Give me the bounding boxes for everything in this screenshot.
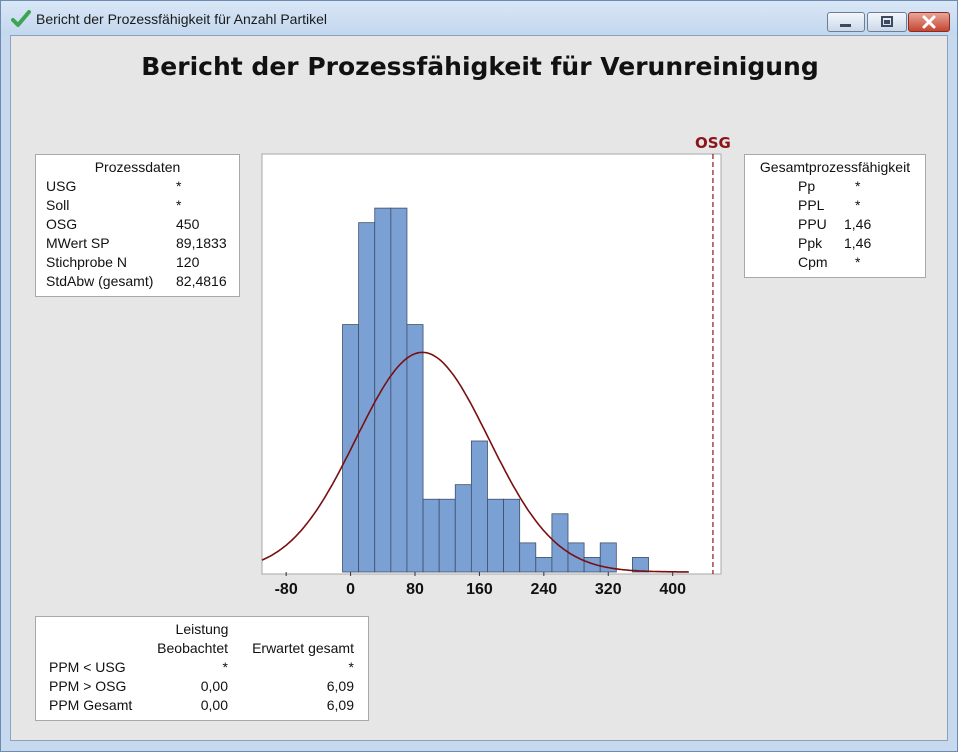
window-title: Bericht der Prozessfähigkeit für Anzahl … [36,11,328,27]
restore-icon [881,16,893,27]
x-tick-label: 400 [659,581,686,598]
close-button[interactable] [908,12,950,32]
capability-label-pp: Pp [798,178,816,194]
capability-value-pp: * [855,178,861,194]
histogram-bar [390,207,408,573]
histogram-bar [422,498,440,573]
x-tick-label: 240 [530,581,557,598]
histogram-bar [438,498,456,573]
histogram-bar [503,498,521,573]
capability-value-ppl: * [855,197,861,213]
performance-heading: Leistung [175,621,229,637]
histogram-bar [470,440,488,573]
normal-curve-group [261,351,689,573]
process-data-value-soll: * [176,197,182,213]
performance-label-below-usg: PPM < USG [49,659,126,675]
capability-value-ppk: 1,46 [844,235,872,251]
overall-capability-panel: Gesamtprozessfähigkeit Pp * PPL * PPU 1,… [744,154,926,278]
performance-expected-below-usg: * [348,659,354,675]
performance-col-expected: Erwartet gesamt [252,640,354,656]
close-icon [922,15,936,29]
normal-curve [261,351,689,573]
x-tick-label: 0 [346,581,355,598]
histogram-bars [342,207,649,573]
process-data-value-mean: 89,1833 [176,235,227,251]
histogram-bar [632,557,649,573]
performance-label-above-osg: PPM > OSG [49,678,127,694]
osg-limit-label: OSG [695,134,731,152]
histogram-bar [535,557,553,573]
process-data-value-osg: 450 [176,216,200,232]
performance-expected-total: 6,09 [326,697,354,713]
histogram-bar [519,542,537,573]
process-data-value-n: 120 [176,254,200,270]
process-data-label-soll: Soll [46,197,70,213]
performance-expected-above-osg: 6,09 [326,678,354,694]
process-data-value-stdev: 82,4816 [176,273,227,289]
report-area: Bericht der Prozessfähigkeit für Verunre… [10,35,948,741]
minimize-icon [840,24,851,27]
x-tick-label: -80 [275,581,298,598]
performance-observed-total: 0,00 [200,697,228,713]
spec-limits: OSG [695,134,731,574]
capability-value-cpm: * [855,254,861,270]
performance-panel: Leistung Beobachtet Erwartet gesamt PPM … [35,616,369,721]
process-data-label-osg: OSG [46,216,78,232]
histogram-bar [454,484,472,573]
x-tick-label: 160 [466,581,493,598]
process-data-label-usg: USG [46,178,77,194]
process-data-label-stdev: StdAbw (gesamt) [46,273,154,289]
performance-label-total: PPM Gesamt [49,697,133,713]
process-data-panel: Prozessdaten USG * Soll * OSG 450 MWert … [35,154,240,297]
capability-histogram: OSG -80 0 80 160 240 320 400 [261,134,731,598]
x-axis: -80 0 80 160 240 320 400 [275,572,686,598]
histogram-bar [406,324,424,573]
capability-label-ppl: PPL [798,197,825,213]
capability-value-ppu: 1,46 [844,216,872,232]
x-tick-label: 80 [406,581,424,598]
histogram-bar [374,207,392,573]
title-bar[interactable]: Bericht der Prozessfähigkeit für Anzahl … [1,1,957,35]
check-icon [11,10,31,27]
histogram-bar [487,498,504,573]
process-data-heading: Prozessdaten [94,159,181,175]
overall-capability-heading: Gesamtprozessfähigkeit [759,159,911,175]
capability-label-cpm: Cpm [798,254,828,270]
capability-label-ppu: PPU [798,216,827,232]
performance-col-observed: Beobachtet [157,640,228,656]
performance-observed-above-osg: 0,00 [200,678,228,694]
process-data-value-usg: * [176,178,182,194]
histogram-bar [358,222,376,573]
x-tick-label: 320 [595,581,622,598]
process-data-label-mean: MWert SP [46,235,110,251]
performance-observed-below-usg: * [222,659,228,675]
report-title: Bericht der Prozessfähigkeit für Verunre… [141,52,819,81]
minimize-button[interactable] [827,12,865,32]
restore-button[interactable] [867,12,907,32]
capability-label-ppk: Ppk [798,235,823,251]
process-data-label-n: Stichprobe N [46,254,127,270]
histogram-bar [551,513,569,573]
